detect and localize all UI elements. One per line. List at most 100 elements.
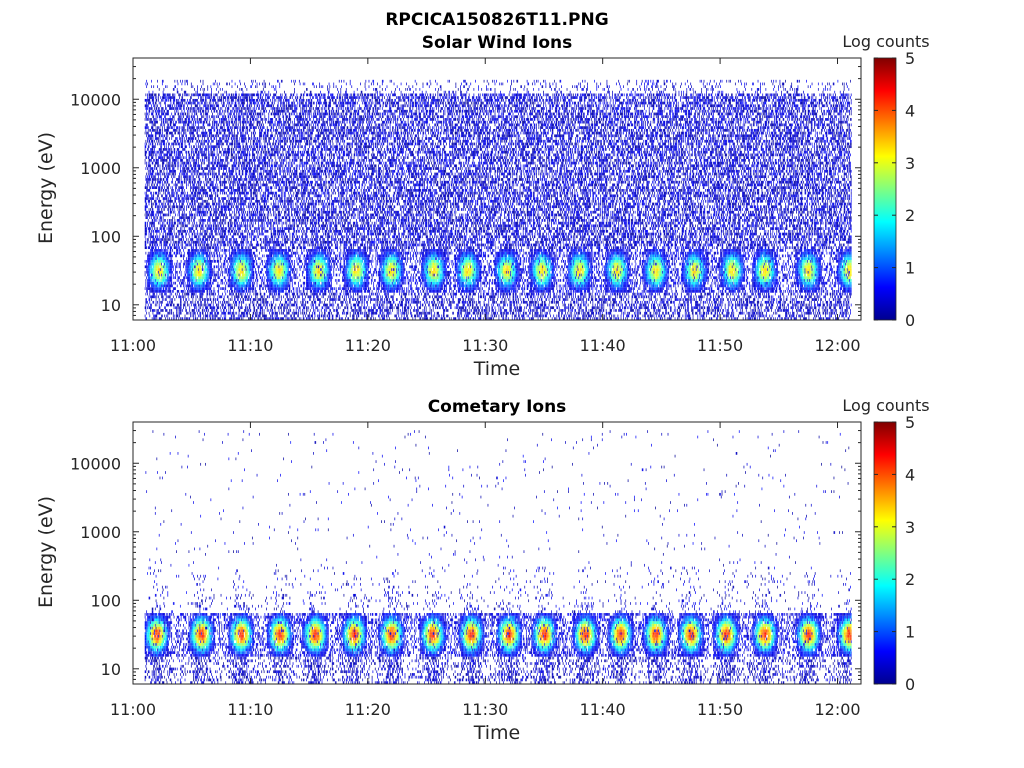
heatmap-cell xyxy=(150,121,151,124)
heatmap-cell xyxy=(161,203,162,206)
heatmap-cell xyxy=(160,140,161,143)
heatmap-cell xyxy=(149,255,150,258)
heatmap-cell xyxy=(162,173,163,176)
heatmap-cell xyxy=(160,279,161,282)
heatmap-cell xyxy=(149,175,150,178)
heatmap-cell xyxy=(161,140,162,143)
heatmap-cell xyxy=(163,159,164,162)
heatmap-cell xyxy=(158,99,159,102)
heatmap-cell xyxy=(153,91,154,94)
heatmap-cell xyxy=(154,93,155,96)
heatmap-cell xyxy=(158,282,159,285)
heatmap-cell xyxy=(159,265,160,268)
heatmap-cell xyxy=(157,115,158,118)
heatmap-cell xyxy=(160,102,161,105)
heatmap-cell xyxy=(149,156,150,159)
heatmap-cell xyxy=(151,235,152,238)
heatmap-cell xyxy=(163,189,164,192)
heatmap-cell xyxy=(160,126,161,129)
heatmap-cell xyxy=(145,233,146,236)
heatmap-cell xyxy=(160,175,161,178)
heatmap-cell xyxy=(156,200,157,203)
heatmap-cell xyxy=(156,285,157,288)
heatmap-cell xyxy=(153,290,154,293)
heatmap-cell xyxy=(146,186,147,189)
heatmap-cell xyxy=(153,235,154,238)
heatmap-cell xyxy=(146,93,147,96)
heatmap-cell xyxy=(156,192,157,195)
heatmap-cell xyxy=(148,170,149,173)
heatmap-cell xyxy=(160,282,161,285)
heatmap-cell xyxy=(155,121,156,124)
heatmap-cell xyxy=(145,260,146,263)
heatmap-cell xyxy=(162,194,163,197)
heatmap-cell xyxy=(159,93,160,96)
heatmap-cell xyxy=(159,110,160,113)
heatmap-cell xyxy=(158,164,159,167)
heatmap-cell xyxy=(156,137,157,140)
heatmap-cell xyxy=(153,282,154,285)
heatmap-cell xyxy=(163,252,164,255)
heatmap-cell xyxy=(153,252,154,255)
heatmap-cell xyxy=(159,271,160,274)
heatmap-cell xyxy=(153,159,154,162)
heatmap-cell xyxy=(163,282,164,285)
heatmap-cell xyxy=(160,268,161,271)
heatmap-cell xyxy=(146,178,147,181)
heatmap-cell xyxy=(153,255,154,258)
heatmap-cell xyxy=(153,99,154,102)
heatmap-cell xyxy=(156,156,157,159)
heatmap-cell xyxy=(149,276,150,279)
heatmap-cell xyxy=(157,126,158,129)
heatmap-cell xyxy=(163,197,164,200)
heatmap-cell xyxy=(151,214,152,217)
heatmap-cell xyxy=(158,162,159,165)
heatmap-cell xyxy=(158,93,159,96)
heatmap-cell xyxy=(162,295,163,298)
heatmap-cell xyxy=(149,312,150,315)
heatmap-cell xyxy=(152,134,153,137)
heatmap-cell xyxy=(153,255,154,258)
heatmap-cell xyxy=(148,132,149,135)
heatmap-cell xyxy=(149,162,150,165)
heatmap-cell xyxy=(161,208,162,211)
heatmap-cell xyxy=(158,181,159,184)
heatmap-cell xyxy=(155,230,156,233)
heatmap-cell xyxy=(160,285,161,288)
heatmap-cell xyxy=(157,309,158,312)
heatmap-cell xyxy=(159,235,160,238)
heatmap-cell xyxy=(148,126,149,129)
heatmap-cell xyxy=(159,208,160,211)
heatmap-cell xyxy=(149,233,150,236)
heatmap-cell xyxy=(148,274,149,277)
heatmap-cell xyxy=(163,148,164,151)
heatmap-cell xyxy=(149,197,150,200)
heatmap-cell xyxy=(146,203,147,206)
heatmap-cell xyxy=(149,211,150,214)
heatmap-cell xyxy=(151,285,152,288)
heatmap-cell xyxy=(146,216,147,219)
heatmap-cell xyxy=(156,290,157,293)
heatmap-cell xyxy=(148,137,149,140)
heatmap-cell xyxy=(153,222,154,225)
heatmap-cell xyxy=(152,246,153,249)
heatmap-cell xyxy=(155,255,156,258)
heatmap-cell xyxy=(150,306,151,309)
heatmap-cell xyxy=(158,126,159,129)
heatmap-cell xyxy=(147,96,148,99)
heatmap-cell xyxy=(149,175,150,178)
heatmap-cell xyxy=(152,205,153,208)
heatmap-cell xyxy=(149,260,150,263)
heatmap-cell xyxy=(152,107,153,110)
heatmap-cell xyxy=(146,104,147,107)
heatmap-cell xyxy=(151,276,152,279)
heatmap-cell xyxy=(147,197,148,200)
heatmap-cell xyxy=(162,249,163,252)
heatmap-cell xyxy=(151,137,152,140)
heatmap-cell xyxy=(161,274,162,277)
heatmap-cell xyxy=(156,282,157,285)
heatmap-cell xyxy=(145,145,146,148)
heatmap-cell xyxy=(148,189,149,192)
heatmap-cell xyxy=(147,265,148,268)
heatmap-cell xyxy=(156,186,157,189)
